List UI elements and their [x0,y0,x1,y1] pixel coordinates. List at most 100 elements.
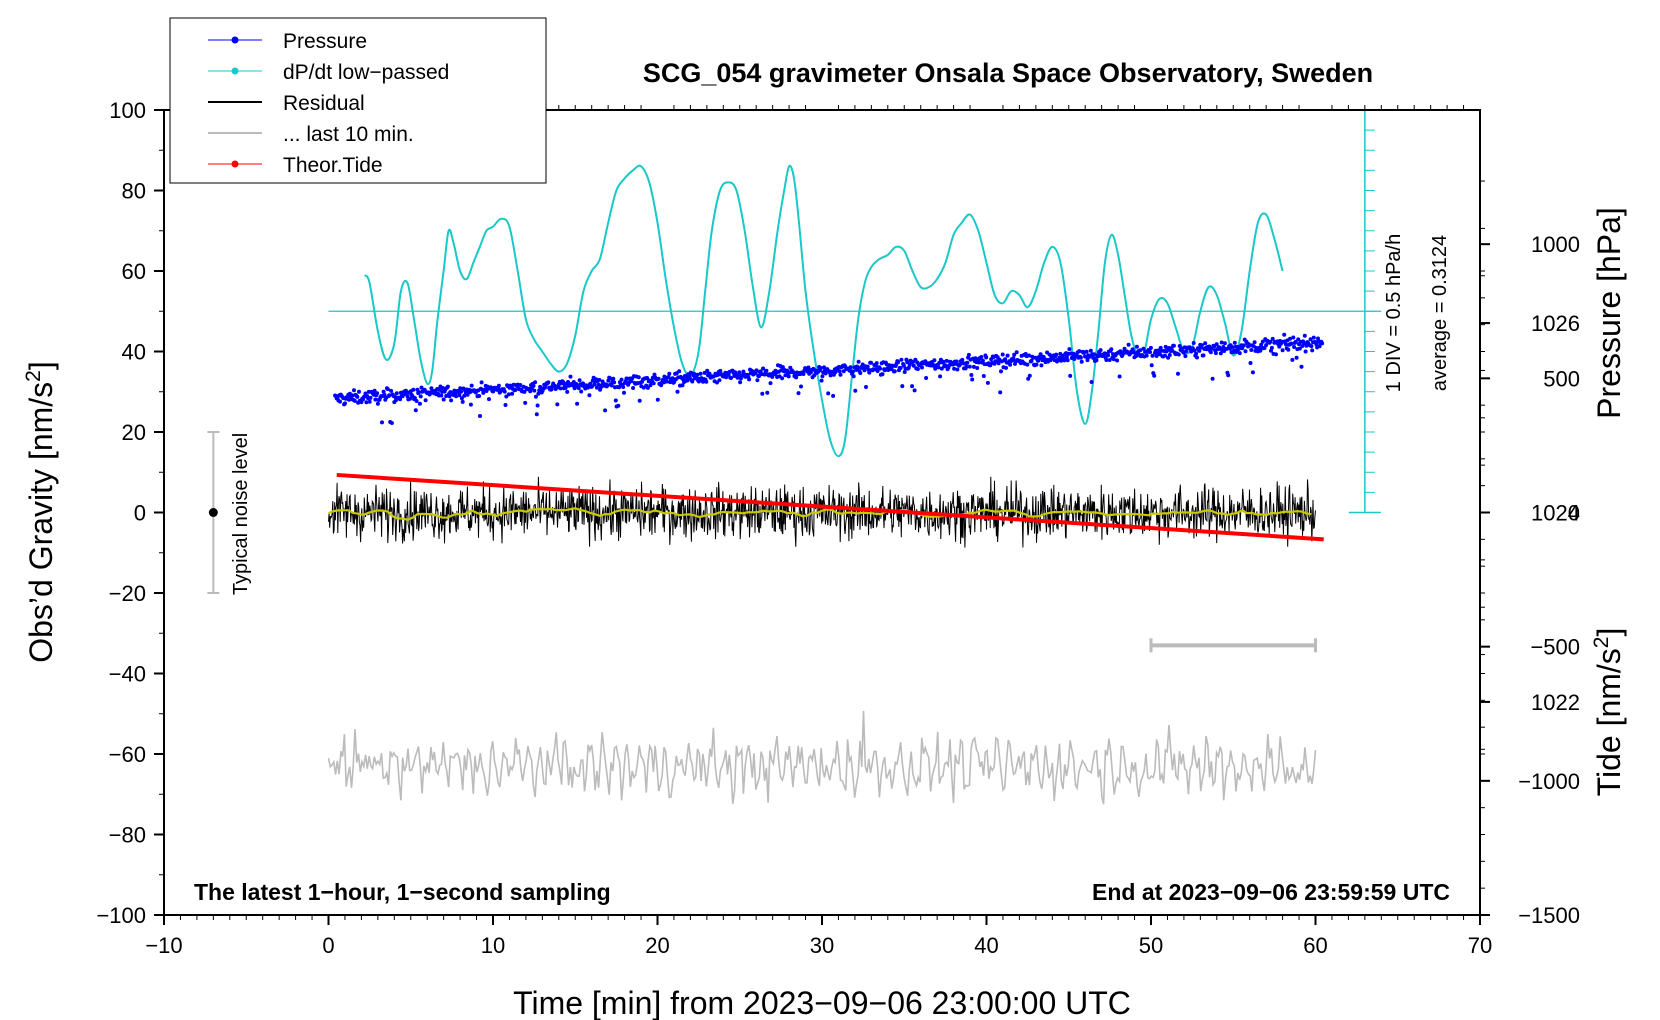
legend-dpdt-marker [231,67,239,75]
pressure-point [496,383,501,388]
pressure-point [964,364,969,369]
dpdt-division-label: 1 DIV = 0.5 hPa/h [1383,234,1405,392]
pressure-point [1291,335,1296,340]
pressure-point [688,370,693,375]
pressure-point [558,386,563,391]
pressure-point [856,359,861,364]
pressure-point [924,376,929,380]
pressure-point [1282,332,1287,337]
pressure-point [855,365,860,370]
pressure-point [479,380,484,385]
pressure-point [1067,347,1072,352]
pressure-point [677,369,682,374]
pressure-point [656,376,661,381]
x-tick-label: 20 [645,933,669,958]
pressure-point [546,380,551,385]
pressure-point [1292,345,1297,349]
pressure-point [412,396,417,400]
pressure-point [780,376,785,381]
x-tick-label: 40 [974,933,998,958]
legend-tide-marker [231,160,239,168]
pressure-point [1029,358,1034,363]
pressure-point [478,414,482,418]
pressure-point [1176,371,1180,376]
y-tick-label: −40 [109,662,146,687]
pressure-point [1300,344,1305,348]
pressure-point [901,363,906,368]
y-tick-label: −60 [109,742,146,767]
pressure-point [1274,352,1278,357]
pressure-point [680,383,685,388]
pressure-point [372,388,377,393]
pressure-point [1064,355,1069,359]
pressure-point [869,360,873,365]
pressure-point [579,389,584,394]
pressure-point [867,370,872,375]
pressure-point [487,397,491,402]
pressure-point [439,393,444,398]
pressure-point [651,381,656,386]
x-tick-label: 70 [1468,933,1492,958]
pressure-point [1293,339,1298,344]
pressure-point [417,401,422,406]
pressure-point [1027,353,1031,358]
dpdt-curve [363,164,1284,458]
pressure-point [1077,349,1082,354]
pressure-point [636,375,641,380]
pressure-point [441,397,446,402]
pressure-point [865,364,870,369]
residual-trace [328,476,1316,548]
pressure-point [368,395,373,400]
pressure-point [858,371,863,375]
pressure-point [608,376,612,381]
pressure-point [1148,350,1152,355]
pressure-point [445,384,450,389]
pressure-point [947,363,952,368]
pressure-point [648,383,653,388]
noise-bar-center [208,508,218,517]
pressure-tick-label: 1024 [1531,501,1580,526]
x-tick-label: 30 [810,933,834,958]
pressure-point [1092,352,1097,357]
pressure-point [1194,351,1199,356]
axes-layer: −10 0 10 20 30 40 50 60 70100806040200−20−40−60−… [96,98,1580,958]
pressure-point [898,366,903,370]
pressure-point [1176,352,1181,357]
pressure-point [900,384,905,389]
pressure-point [549,387,554,392]
pressure-point [555,402,560,407]
pressure-point [1320,341,1325,346]
pressure-point [864,385,868,389]
pressure-point [1014,350,1019,355]
pressure-point [954,359,959,364]
pressure-point [563,385,568,390]
pressure-point [1150,353,1155,358]
pressure-point [621,385,626,389]
pressure-point [1299,364,1304,369]
pressure-point [970,377,975,382]
pressure-point [1222,341,1227,346]
pressure-point [357,389,361,394]
pressure-point [1259,342,1264,347]
pressure-point [704,379,709,384]
pressure-point [1118,349,1123,354]
pressure-point [1317,344,1322,349]
pressure-point [534,412,539,417]
pressure-point [1213,351,1218,356]
pressure-point [454,394,459,399]
pressure-point [920,365,924,370]
pressure-point [510,391,515,396]
pressure-point [1026,376,1031,381]
pressure-point [1260,339,1265,344]
pressure-point [718,368,723,373]
footer-right-label: End at 2023−09−06 23:59:59 UTC [1092,879,1450,905]
pressure-point [1041,355,1046,360]
pressure-point [952,366,957,371]
pressure-point [1192,348,1197,353]
y-tick-label: 20 [122,420,146,445]
pressure-point [1104,358,1109,362]
tide-tick-label: −1000 [1518,769,1580,794]
pressure-point [831,393,836,398]
pressure-point [631,386,636,390]
pressure-point [944,358,949,363]
